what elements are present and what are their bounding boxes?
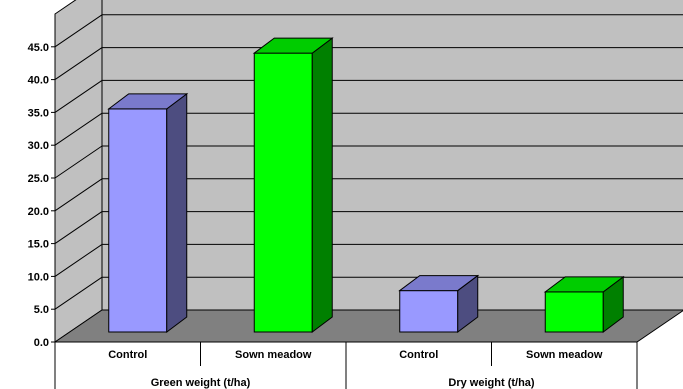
gridline-side xyxy=(54,47,103,81)
back-wall xyxy=(101,0,683,311)
group-label: Green weight (t/ha) xyxy=(151,377,251,389)
bar-front xyxy=(253,52,313,333)
y-tick-label: 5.0 xyxy=(34,304,49,316)
bar-side xyxy=(311,37,333,333)
bar-top xyxy=(252,37,334,54)
chart-back-wall xyxy=(54,0,683,343)
gridline-side xyxy=(54,243,103,277)
y-tick-label: 0.0 xyxy=(34,337,49,349)
category-label: Sown meadow xyxy=(235,349,312,361)
category-axis xyxy=(54,341,638,389)
bar-side xyxy=(166,92,188,333)
gridline-side xyxy=(54,178,103,212)
y-tick-label: 20.0 xyxy=(28,206,49,218)
y-tick-labels: 0.0 5.0 10.0 15.0 20.0 25.0 30.0 35.0 40.0 45.0 xyxy=(28,42,49,349)
category-label: Control xyxy=(108,349,147,361)
category-labels: Control Sown meadow Green weight (t/ha) Con… xyxy=(108,349,603,389)
gridline-side xyxy=(54,14,103,48)
bar-dry-control xyxy=(398,274,480,333)
category-label: Sown meadow xyxy=(526,349,603,361)
gridline-side xyxy=(54,79,103,113)
bar-green-sown-meadow xyxy=(252,37,334,333)
side-wall xyxy=(54,0,103,343)
y-tick-label: 15.0 xyxy=(28,239,49,251)
bars xyxy=(107,37,625,333)
y-tick-label: 25.0 xyxy=(28,173,49,185)
bar-top xyxy=(398,275,480,292)
gridline-side xyxy=(54,211,103,245)
y-tick-label: 10.0 xyxy=(28,271,49,283)
bar-top xyxy=(543,276,625,293)
bar-green-control xyxy=(107,92,189,333)
group-label: Dry weight (t/ha) xyxy=(448,377,535,389)
y-tick-label: 30.0 xyxy=(28,140,49,152)
bar-front xyxy=(544,291,604,333)
bar-dry-sown-meadow xyxy=(543,275,625,333)
y-tick-label: 40.0 xyxy=(28,75,49,87)
y-tick-label: 35.0 xyxy=(28,107,49,119)
y-tick-label: 45.0 xyxy=(28,42,49,54)
gridline-side xyxy=(54,145,103,179)
gridline-side xyxy=(54,276,103,310)
bar-front xyxy=(108,108,168,333)
gridlines xyxy=(51,14,683,343)
bar-front xyxy=(399,290,459,333)
gridline-side xyxy=(54,112,103,146)
bar-top xyxy=(107,93,189,110)
category-label: Control xyxy=(399,349,438,361)
